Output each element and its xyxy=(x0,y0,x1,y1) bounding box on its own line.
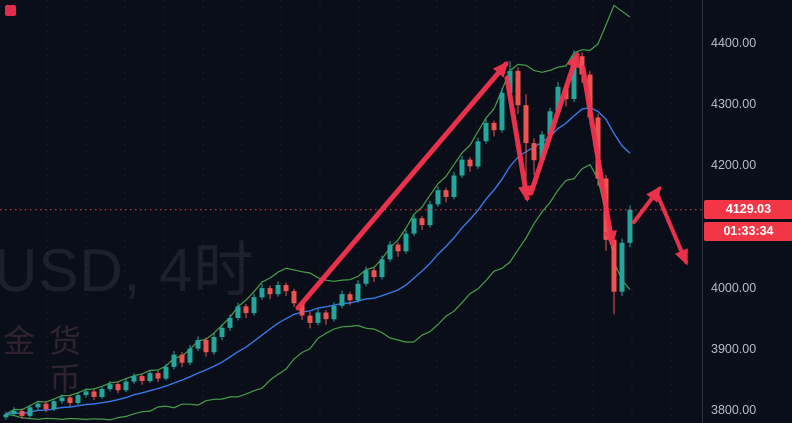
candle xyxy=(179,352,185,367)
y-axis-tick-label: 4000.00 xyxy=(711,280,757,295)
candle xyxy=(243,304,249,318)
candle xyxy=(443,187,449,203)
candle xyxy=(379,255,385,280)
candle xyxy=(427,200,433,228)
candle xyxy=(67,395,73,407)
candle xyxy=(235,302,241,321)
candle xyxy=(387,241,393,262)
candle xyxy=(419,215,425,230)
candle xyxy=(43,401,49,413)
candle xyxy=(219,324,225,340)
candle xyxy=(355,280,361,303)
candle xyxy=(115,381,121,394)
trend-arrow[interactable] xyxy=(632,185,662,224)
trend-arrow[interactable] xyxy=(295,60,509,311)
candle xyxy=(51,398,57,411)
candle xyxy=(163,363,169,381)
candle xyxy=(155,370,161,383)
candle xyxy=(203,337,209,357)
candle xyxy=(35,400,41,411)
candle xyxy=(275,281,281,297)
y-axis-tick-label: 3900.00 xyxy=(711,341,757,356)
candle xyxy=(171,351,177,370)
candle xyxy=(267,285,273,300)
candle xyxy=(475,137,481,169)
candle xyxy=(19,408,25,419)
candle xyxy=(107,381,113,392)
chart-pane[interactable]: USD, 4时 货币金 xyxy=(0,0,702,423)
candle xyxy=(347,291,353,306)
candle xyxy=(83,388,89,398)
candle xyxy=(251,293,257,316)
candle xyxy=(3,411,9,420)
candle xyxy=(403,229,409,254)
candle xyxy=(139,373,145,385)
candle xyxy=(395,242,401,257)
candle xyxy=(531,138,537,175)
candle xyxy=(59,394,65,404)
candle xyxy=(451,171,457,200)
candle xyxy=(75,392,81,405)
candle xyxy=(363,266,369,287)
y-axis-tick-label: 4400.00 xyxy=(711,36,757,50)
candle xyxy=(99,385,105,399)
trend-arrow[interactable] xyxy=(504,75,532,202)
candle xyxy=(499,88,505,133)
trend-arrow[interactable] xyxy=(656,194,688,266)
candle xyxy=(315,308,321,326)
y-axis-tick-label: 4200.00 xyxy=(711,158,757,173)
app-logo-mark xyxy=(5,5,16,16)
bar-countdown-badge: 01:33:34 xyxy=(704,221,792,241)
candle xyxy=(291,288,297,307)
bollinger-lower-line xyxy=(5,163,631,421)
candle xyxy=(195,336,201,352)
candle xyxy=(211,333,217,355)
candle xyxy=(123,379,129,392)
candle xyxy=(619,238,625,296)
candle xyxy=(323,310,329,325)
candle xyxy=(27,404,33,418)
trend-arrow[interactable] xyxy=(580,65,617,247)
candle xyxy=(627,205,633,248)
candle xyxy=(11,407,17,416)
candle xyxy=(331,302,337,322)
candle xyxy=(339,290,345,309)
candle xyxy=(411,214,417,237)
last-price-badge: 4129.03 xyxy=(704,199,792,219)
candle xyxy=(283,282,289,296)
candle xyxy=(307,311,313,329)
candle xyxy=(131,373,137,385)
candle xyxy=(259,283,265,300)
candlestick-chart[interactable] xyxy=(0,0,702,423)
candle xyxy=(435,186,441,207)
candle xyxy=(483,119,489,144)
candle xyxy=(147,370,153,383)
candle xyxy=(515,67,521,114)
candle xyxy=(523,94,529,192)
candle xyxy=(611,236,617,315)
candle xyxy=(371,267,377,282)
candle xyxy=(227,314,233,331)
candle xyxy=(459,155,465,178)
price-axis[interactable]: 4129.03 01:33:34 4400.00 4300.00 4200.00 40… xyxy=(702,0,792,423)
candle xyxy=(187,344,193,366)
trend-arrow[interactable] xyxy=(528,51,580,196)
y-axis-tick-label: 3800.00 xyxy=(711,403,757,417)
y-axis-tick-label: 4300.00 xyxy=(711,97,757,112)
candle xyxy=(467,157,473,172)
candle xyxy=(491,120,497,137)
candle xyxy=(91,389,97,400)
